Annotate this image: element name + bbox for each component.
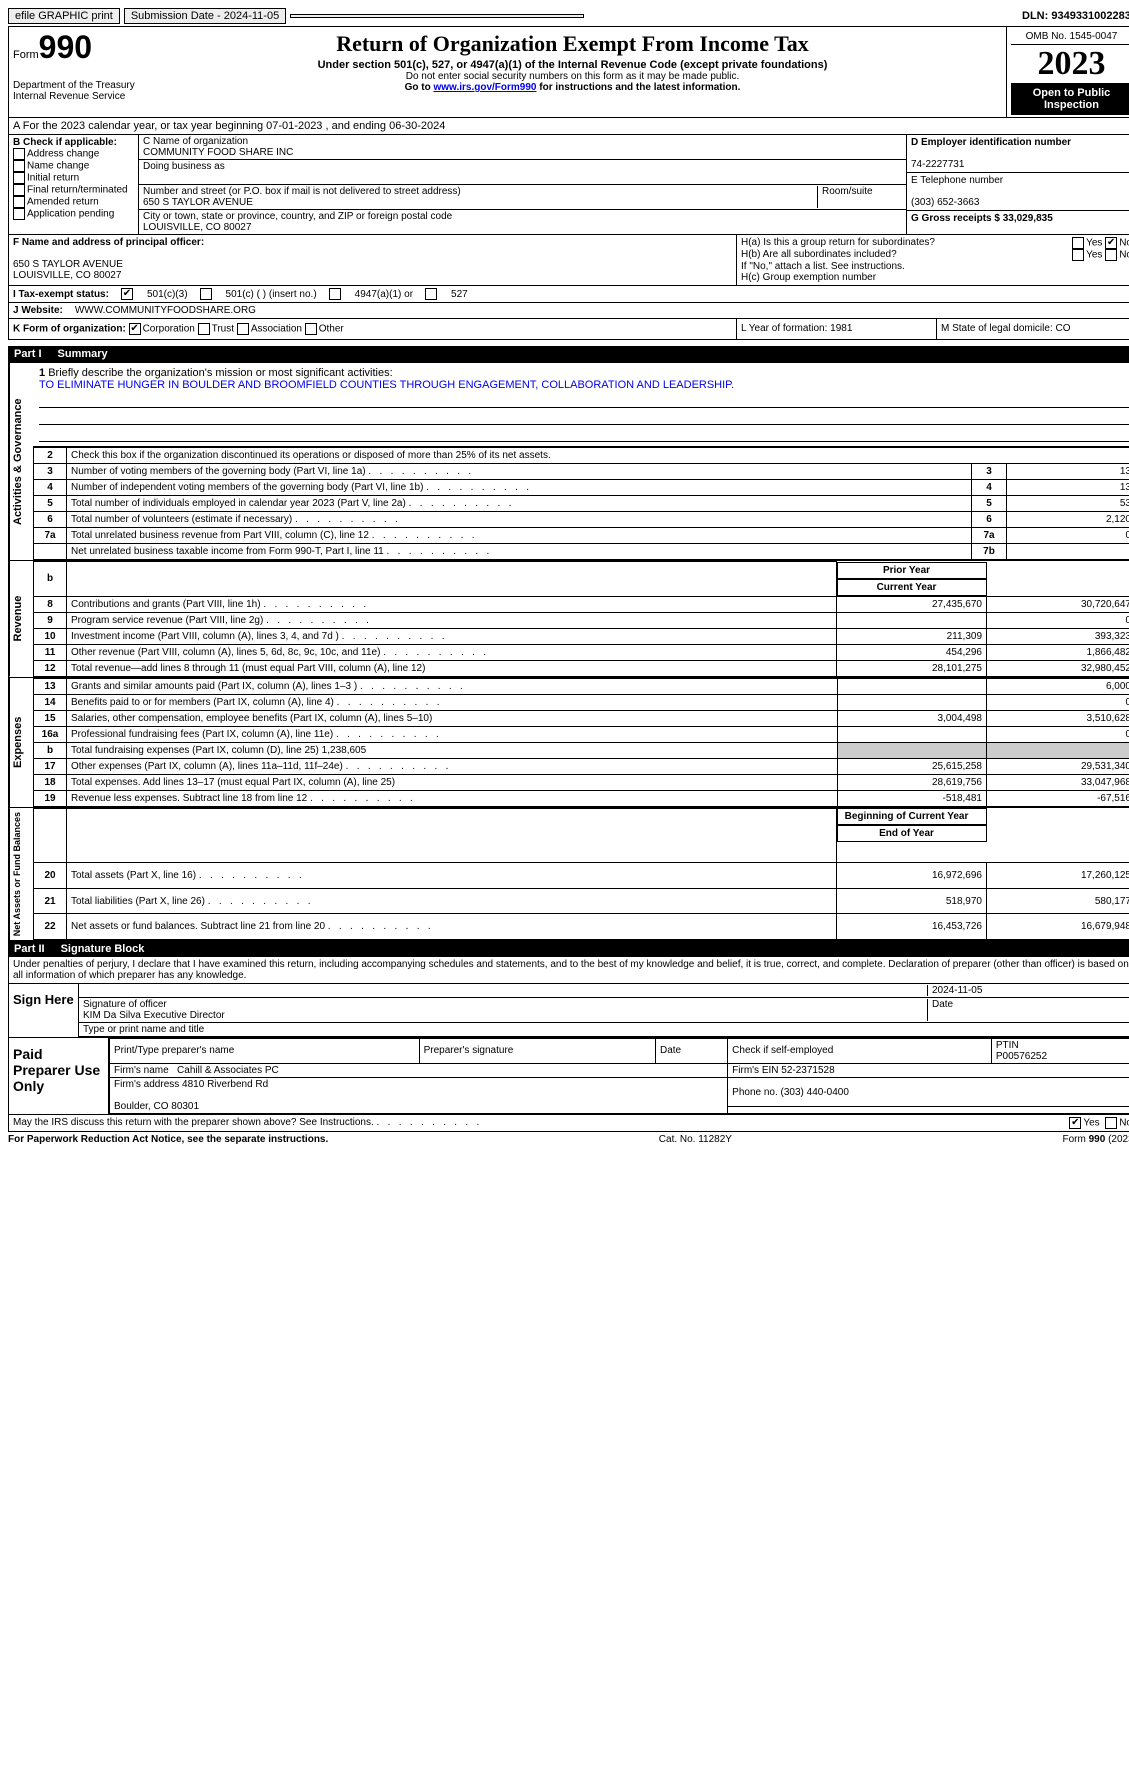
- checkbox-4947[interactable]: [329, 288, 341, 300]
- mission-text[interactable]: TO ELIMINATE HUNGER IN BOULDER AND BROOM…: [39, 379, 734, 391]
- ein: 74-2227731: [911, 159, 964, 170]
- checkbox-ha-no[interactable]: [1105, 237, 1117, 249]
- checkbox-other[interactable]: [305, 323, 317, 335]
- irs-link[interactable]: www.irs.gov/Form990: [433, 82, 536, 93]
- net-table: Beginning of Current YearEnd of Year 20T…: [33, 808, 1129, 940]
- omb-number: OMB No. 1545-0047: [1011, 29, 1129, 45]
- checkbox-discuss-yes[interactable]: [1069, 1117, 1081, 1129]
- form-id: Form 990 (2023): [1063, 1134, 1129, 1145]
- dln: DLN: 93493310022834: [1022, 10, 1129, 22]
- section-b: B Check if applicable: Address change Na…: [9, 135, 139, 234]
- section-c: C Name of organizationCOMMUNITY FOOD SHA…: [139, 135, 906, 234]
- firm-name: Cahill & Associates PC: [177, 1065, 279, 1076]
- page-footer: For Paperwork Reduction Act Notice, see …: [8, 1132, 1129, 1147]
- summary-governance: Activities & Governance 1 Briefly descri…: [8, 362, 1129, 561]
- telephone: (303) 652-3663: [911, 197, 979, 208]
- ptin: P00576252: [996, 1051, 1047, 1062]
- checkbox-hb-no[interactable]: [1105, 249, 1117, 261]
- firm-phone: Phone no. (303) 440-0400: [728, 1077, 1129, 1107]
- rev-table: bPrior YearCurrent Year 8Contributions a…: [33, 561, 1129, 677]
- catalog-no: Cat. No. 11282Y: [659, 1134, 732, 1145]
- dept-label: Department of the Treasury Internal Reve…: [13, 80, 135, 102]
- section-klm: K Form of organization: Corporation Trus…: [8, 319, 1129, 340]
- tax-year: 2023: [1011, 45, 1129, 83]
- summary-revenue: Revenue bPrior YearCurrent Year 8Contrib…: [8, 561, 1129, 678]
- form-header: Form990 Department of the Treasury Inter…: [8, 26, 1129, 118]
- mission-block: 1 Briefly describe the organization's mi…: [33, 363, 1129, 447]
- checkbox-corp[interactable]: [129, 323, 141, 335]
- org-city: LOUISVILLE, CO 80027: [143, 222, 251, 233]
- discuss-row: May the IRS discuss this return with the…: [8, 1115, 1129, 1132]
- sign-here: Sign Here 2024-11-05 Signature of office…: [9, 984, 1129, 1038]
- checkbox-501c3[interactable]: [121, 288, 133, 300]
- part2-header: Part II Signature Block: [8, 941, 1129, 957]
- checkbox-assoc[interactable]: [237, 323, 249, 335]
- rev-label: Revenue: [9, 561, 33, 677]
- org-address: 650 S TAYLOR AVENUE: [143, 197, 253, 208]
- checkbox-name[interactable]: [13, 160, 25, 172]
- efile-button[interactable]: efile GRAPHIC print: [8, 8, 120, 24]
- goto-note: Go to www.irs.gov/Form990 for instructio…: [143, 82, 1002, 93]
- website: WWW.COMMUNITYFOODSHARE.ORG: [75, 305, 256, 316]
- pra-notice: For Paperwork Reduction Act Notice, see …: [8, 1134, 328, 1145]
- checkbox-initial[interactable]: [13, 172, 25, 184]
- exp-label: Expenses: [9, 678, 33, 807]
- declaration: Under penalties of perjury, I declare th…: [9, 957, 1129, 984]
- checkbox-amended[interactable]: [13, 196, 25, 208]
- gov-label: Activities & Governance: [9, 363, 33, 560]
- checkbox-ha-yes[interactable]: [1072, 237, 1084, 249]
- topbar: efile GRAPHIC print Submission Date - 20…: [8, 8, 1129, 24]
- checkbox-501c[interactable]: [200, 288, 212, 300]
- section-fh: F Name and address of principal officer:…: [8, 235, 1129, 286]
- form-number: 990: [39, 29, 92, 65]
- form-label: Form: [13, 49, 39, 61]
- part1-header: Part I Summary: [8, 346, 1129, 362]
- section-i: I Tax-exempt status: 501(c)(3) 501(c) ( …: [8, 286, 1129, 303]
- org-name: COMMUNITY FOOD SHARE INC: [143, 147, 293, 158]
- summary-expenses: Expenses 13Grants and similar amounts pa…: [8, 678, 1129, 808]
- checkbox-trust[interactable]: [198, 323, 210, 335]
- form-title: Return of Organization Exempt From Incom…: [143, 31, 1002, 57]
- gross-receipts: G Gross receipts $ 33,029,835: [911, 213, 1053, 224]
- ssn-note: Do not enter social security numbers on …: [143, 71, 1002, 82]
- exp-table: 13Grants and similar amounts paid (Part …: [33, 678, 1129, 807]
- checkbox-527[interactable]: [425, 288, 437, 300]
- section-deg: D Employer identification number74-22277…: [906, 135, 1129, 234]
- firm-ein: Firm's EIN 52-2371528: [728, 1063, 1129, 1077]
- officer-name: KIM Da Silva Executive Director: [83, 1010, 225, 1021]
- blank-bar: [290, 14, 584, 18]
- gov-table: 2Check this box if the organization disc…: [33, 447, 1129, 560]
- checkbox-address[interactable]: [13, 148, 25, 160]
- summary-netassets: Net Assets or Fund Balances Beginning of…: [8, 808, 1129, 941]
- form-subtitle: Under section 501(c), 527, or 4947(a)(1)…: [143, 59, 1002, 71]
- paid-preparer: Paid Preparer Use Only Print/Type prepar…: [9, 1038, 1129, 1114]
- net-label: Net Assets or Fund Balances: [9, 808, 33, 940]
- checkbox-final[interactable]: [13, 184, 25, 196]
- section-j: J Website: WWW.COMMUNITYFOODSHARE.ORG: [8, 303, 1129, 319]
- section-l: L Year of formation: 1981: [736, 319, 936, 339]
- checkbox-discuss-no[interactable]: [1105, 1117, 1117, 1129]
- section-f: F Name and address of principal officer:…: [9, 235, 736, 285]
- section-bcd: B Check if applicable: Address change Na…: [8, 135, 1129, 235]
- open-inspection: Open to Public Inspection: [1011, 83, 1129, 115]
- submission-date: Submission Date - 2024-11-05: [124, 8, 286, 24]
- checkbox-hb-yes[interactable]: [1072, 249, 1084, 261]
- section-k: K Form of organization: Corporation Trus…: [9, 319, 736, 339]
- section-m: M State of legal domicile: CO: [936, 319, 1129, 339]
- row-a: A For the 2023 calendar year, or tax yea…: [8, 118, 1129, 135]
- section-h: H(a) Is this a group return for subordin…: [736, 235, 1129, 285]
- checkbox-pending[interactable]: [13, 208, 25, 220]
- signature-block: Under penalties of perjury, I declare th…: [8, 957, 1129, 1115]
